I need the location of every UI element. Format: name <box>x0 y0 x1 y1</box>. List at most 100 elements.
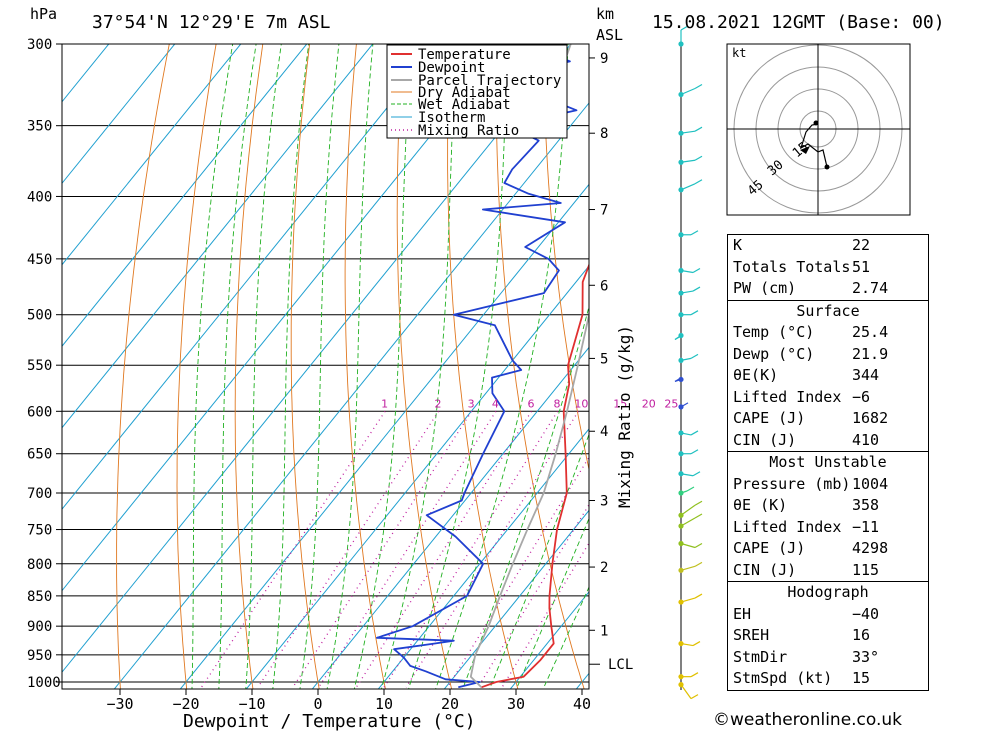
hodo-value: −40 <box>852 604 880 623</box>
hodo-label: EH <box>733 604 752 623</box>
storm-motion-marker <box>800 146 810 154</box>
hodo-label: StmSpd (kt) <box>733 669 833 687</box>
temperature-tick-label: 0 <box>313 695 322 713</box>
wet-adiabat-line <box>435 44 569 689</box>
hodograph-trace <box>799 123 828 168</box>
datetime-label: 15.08.2021 12GMT (Base: 00) <box>652 12 945 33</box>
hodo-value: 33° <box>852 647 880 666</box>
wet-adiabat-line <box>299 44 340 689</box>
pressure-tick-label: 850 <box>27 589 52 605</box>
isotherm-line <box>62 44 572 673</box>
mixing-ratio-axis-title: Mixing Ratio (g/kg) <box>615 325 634 508</box>
wind-barb <box>680 565 696 571</box>
surface-value: −6 <box>852 387 871 406</box>
mixing-ratio-label: 2 <box>435 397 442 410</box>
isotherm-line <box>62 44 506 592</box>
mu-value: 4298 <box>852 539 889 557</box>
temperature-tick-label: 10 <box>375 695 393 713</box>
pressure-tick-label: 600 <box>27 404 52 420</box>
wind-barbs <box>674 25 703 700</box>
wind-barb-flag <box>694 542 703 549</box>
index-row: Totals Totals 51 <box>728 257 928 279</box>
hodograph-params-section: Hodograph EH −40 SREH 16 StmDir 33° StmSpd … <box>728 581 928 690</box>
km-tick-label: 8 <box>600 126 608 142</box>
chart-axes: 3003504004505005506006507007508008509009… <box>27 37 633 713</box>
pressure-tick-label: 450 <box>27 252 52 268</box>
dry-adiabat-line <box>234 44 264 689</box>
wind-barb <box>680 183 696 191</box>
index-label: Totals Totals <box>733 257 851 276</box>
surface-label: CAPE (J) <box>733 409 806 427</box>
wet-adiabat-line <box>326 44 374 689</box>
x-axis-title: Dewpoint / Temperature (°C) <box>183 711 476 732</box>
mu-value: 1004 <box>852 474 889 493</box>
wind-barb-flag <box>692 641 701 647</box>
mixing-ratio-label: 20 <box>642 397 656 410</box>
location-label: 37°54'N 12°29'E 7m ASL <box>92 12 331 33</box>
pressure-unit: hPa <box>30 5 57 23</box>
mixing-ratio-label: 1 <box>381 397 388 410</box>
series-dewpoint <box>375 44 578 689</box>
surface-label: Temp (°C) <box>733 323 815 341</box>
series-parcel-trajectory <box>469 309 589 688</box>
wet-adiabat-line <box>380 44 457 689</box>
legend-dewpoint: Dewpoint <box>418 60 485 76</box>
wind-barb-flag <box>694 179 703 185</box>
km-tick-label: 9 <box>600 51 608 67</box>
mixing-ratio-label: 4 <box>492 397 499 410</box>
surface-value: 25.4 <box>852 323 889 341</box>
credit-link[interactable]: ©weatheronline.co.uk <box>713 710 903 730</box>
surface-section: Surface Temp (°C) 25.4 Dewp (°C) 21.9 θE(K… <box>728 299 928 452</box>
mixing-ratio-label: 15 <box>613 397 627 410</box>
wind-barb <box>680 159 696 163</box>
dry-adiabat-line <box>543 44 589 472</box>
wind-barb-flag <box>694 155 703 161</box>
pressure-tick-label: 950 <box>27 648 52 664</box>
pressure-tick-label: 400 <box>27 189 52 205</box>
wind-barb-flag <box>680 402 689 408</box>
index-row: PW (cm) 2.74 <box>728 278 928 300</box>
dry-adiabat-line <box>590 26 724 708</box>
wind-barb <box>680 357 692 361</box>
temperature-tick-label: 30 <box>507 695 525 713</box>
surface-label: Dewp (°C) <box>733 344 815 363</box>
hodograph-point-top <box>813 120 819 126</box>
hodo-value: 16 <box>852 626 871 644</box>
km-tick-label: 5 <box>600 351 608 367</box>
pressure-tick-label: 700 <box>27 486 52 502</box>
wind-barb <box>680 504 696 516</box>
isotherm-line <box>62 44 440 510</box>
wind-barb-flag <box>690 310 699 316</box>
wind-barb-flag <box>694 126 703 132</box>
pressure-tick-label: 500 <box>27 308 52 324</box>
legend-mixing-ratio: Mixing Ratio <box>418 123 519 139</box>
mixing-ratio-line <box>200 410 386 688</box>
km-tick-label: 2 <box>600 560 608 576</box>
wet-adiabat-line <box>542 585 589 689</box>
mu-value: 115 <box>852 560 880 579</box>
wet-adiabat-line <box>408 44 509 689</box>
legend-wet-adiabat: Wet Adiabat <box>418 97 511 113</box>
wind-barb <box>680 290 694 294</box>
mu-value: −11 <box>852 517 880 536</box>
mu-label: Lifted Index <box>733 517 842 536</box>
wind-barb-flag <box>694 561 703 567</box>
indices-panel: K 22 Totals Totals 51 PW (cm) 2.74 Surface … <box>727 234 929 691</box>
wind-barb-flag <box>694 513 703 519</box>
wind-barb-flag <box>692 286 701 292</box>
mixing-ratio-label: 10 <box>574 397 588 410</box>
mu-value: 358 <box>852 496 880 514</box>
surface-label: CIN (J) <box>733 430 797 449</box>
mu-label: θE (K) <box>733 496 788 514</box>
wet-adiabat-line <box>515 517 589 689</box>
isotherm-line <box>311 346 589 689</box>
pressure-tick-label: 650 <box>27 447 52 463</box>
hodograph-point-end <box>824 164 830 170</box>
most-unstable-title: Most Unstable <box>769 453 887 471</box>
hodo-value: 15 <box>852 669 871 687</box>
km-tick-label: 7 <box>600 203 608 219</box>
hodo-label: StmDir <box>733 647 788 666</box>
km-tick-label: 4 <box>600 424 608 440</box>
index-value: 2.74 <box>852 279 889 297</box>
